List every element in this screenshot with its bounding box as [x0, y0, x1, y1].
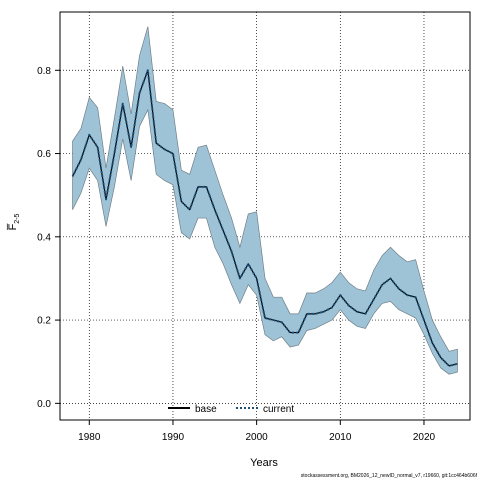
legend-label-base: base: [195, 404, 217, 415]
x-axis-title: Years: [250, 457, 278, 469]
y-tick-label: 0.4: [37, 232, 51, 243]
y-tick-label: 0.0: [37, 399, 51, 410]
x-tick-label: 1990: [162, 432, 185, 443]
footnote-text: stockassessment.org, BM2026_12_newID_nor…: [301, 473, 478, 479]
y-axis-title-main: F̅: [7, 223, 19, 231]
legend: base current: [168, 404, 294, 415]
x-axis: 1980 1990 2000 2010 2020: [78, 420, 436, 443]
y-axis-title-subscript: 2-5: [14, 213, 21, 223]
x-tick-label: 2020: [413, 432, 436, 443]
series-line-current: [71, 69, 458, 367]
y-tick-label: 0.2: [37, 316, 51, 327]
x-tick-label: 2000: [246, 432, 269, 443]
confidence-band-group: [72, 26, 458, 375]
x-tick-label: 2010: [329, 432, 352, 443]
y-axis-title: F̅2-5: [7, 213, 21, 230]
x-tick-label: 1980: [78, 432, 101, 443]
confidence-band: [72, 26, 458, 375]
series-lines-group: [71, 69, 458, 367]
legend-label-current: current: [263, 404, 294, 415]
y-tick-label: 0.8: [37, 66, 51, 77]
y-tick-label: 0.6: [37, 149, 51, 160]
plot-frame: [59, 11, 471, 421]
y-axis: 0.0 0.2 0.4 0.6 0.8: [37, 66, 60, 410]
